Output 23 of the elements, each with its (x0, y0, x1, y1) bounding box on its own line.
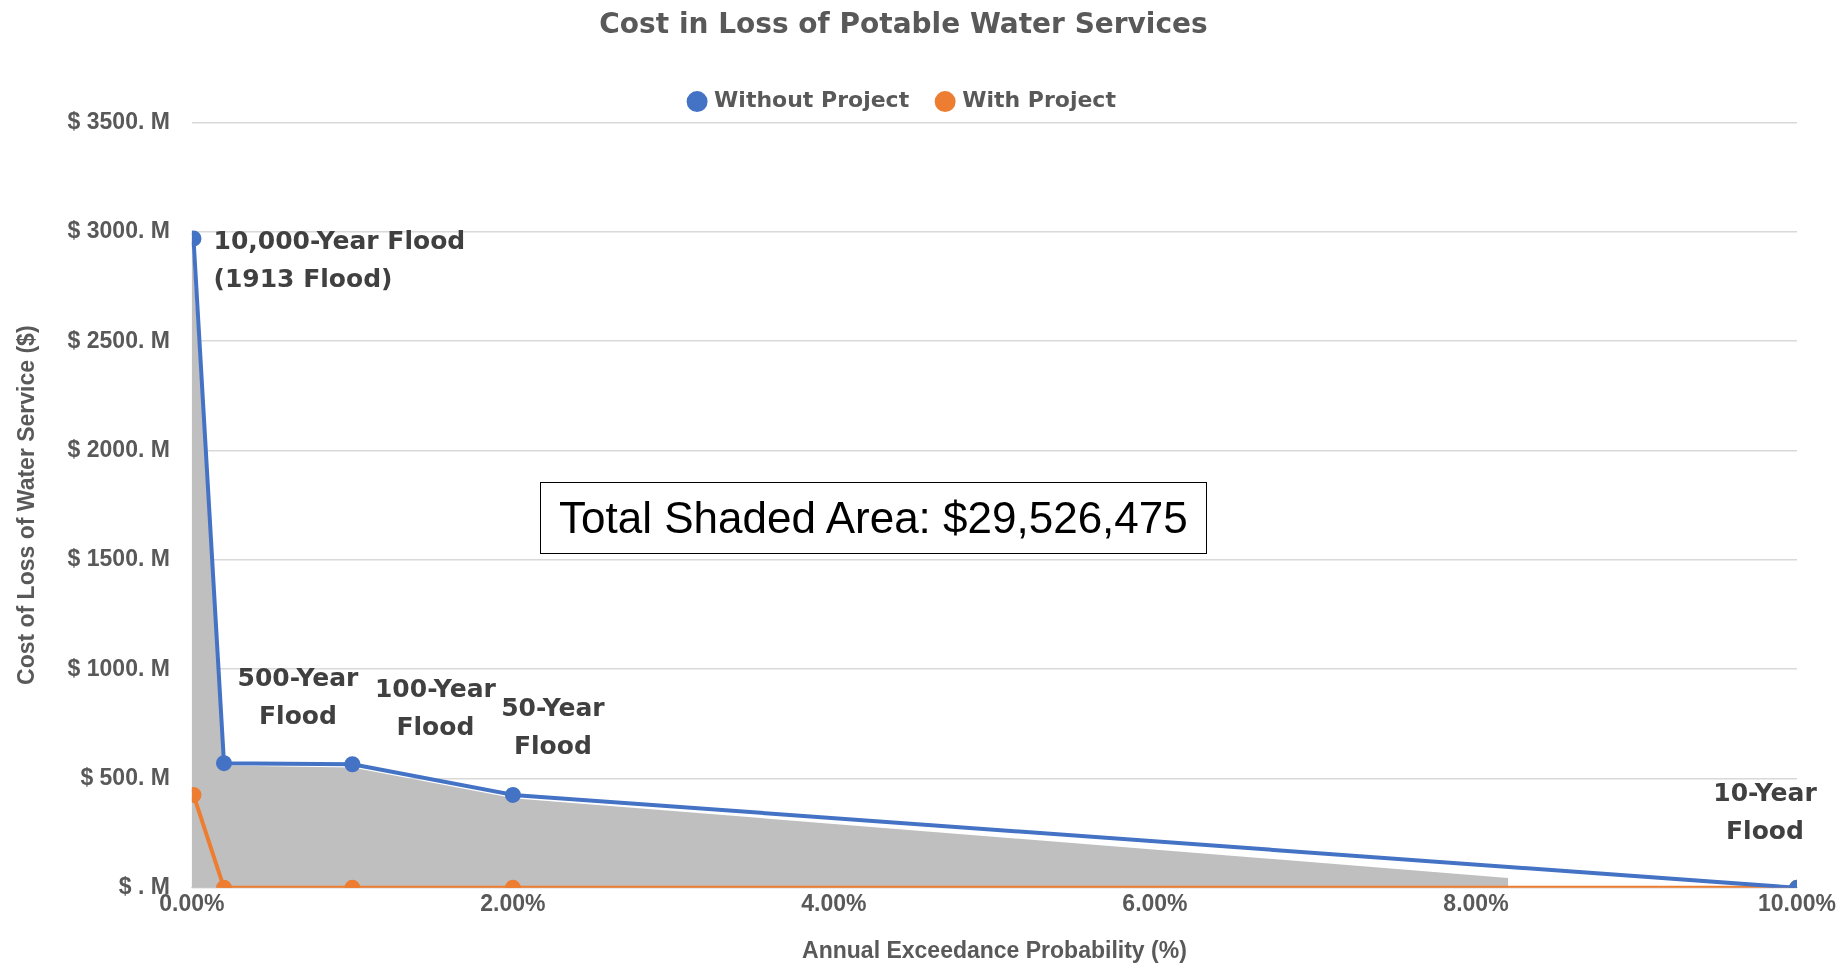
annotation: 100-Year Flood (374, 674, 497, 742)
annotation: Total Shaded Area: $29,526,475 (540, 482, 1207, 554)
x-tick-label: 10.00% (1757, 889, 1837, 916)
x-tick-label: 8.00% (1443, 889, 1509, 916)
y-tick-label: $ 1000. M (67, 654, 170, 681)
x-tick-label: 6.00% (1122, 889, 1188, 916)
y-tick-label: $ 2500. M (67, 326, 170, 353)
annotation: 50-Year Flood (501, 692, 606, 760)
x-tick-label: 2.00% (480, 889, 546, 916)
x-tick-label: 4.00% (801, 889, 867, 916)
legend-label: With Project (962, 87, 1117, 113)
y-axis-title: Cost of Loss of Water Service ($) (13, 325, 40, 685)
y-tick-label: $ 3000. M (67, 217, 170, 244)
legend-label: Without Project (714, 87, 910, 113)
y-tick-label: $ 2000. M (67, 435, 170, 462)
y-tick-label: $ 3500. M (67, 107, 170, 134)
x-axis-title: Annual Exceedance Probability (%) (802, 936, 1187, 963)
annotation: 10,000-Year Flood (1913 Flood) (213, 226, 466, 294)
y-tick-label: $ 1500. M (67, 545, 170, 572)
annotation: 500-Year Flood (237, 663, 360, 731)
annotation: 10-Year Flood (1713, 777, 1818, 845)
chart-title: Cost in Loss of Potable Water Services (599, 7, 1208, 41)
y-tick-label: $ 500. M (80, 763, 170, 790)
